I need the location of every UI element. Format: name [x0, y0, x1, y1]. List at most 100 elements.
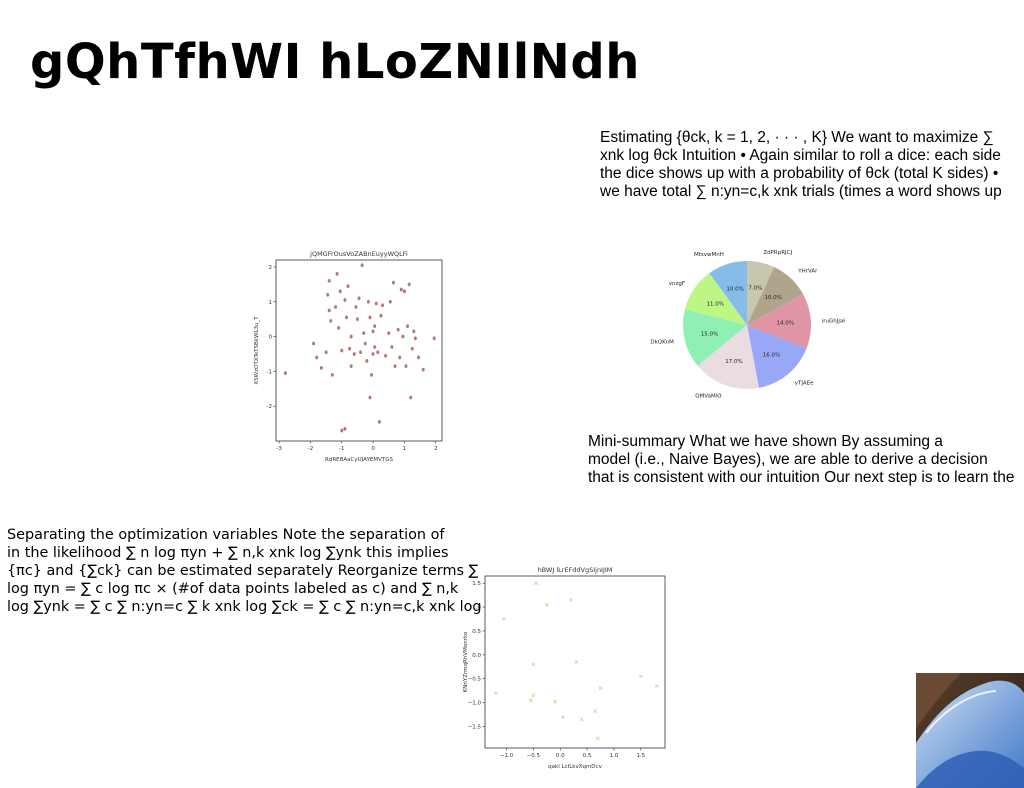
pie-category-label: MtsvwMnH: [694, 252, 724, 258]
data-point: [531, 662, 536, 667]
y-tick-label: 1: [269, 300, 273, 306]
data-point: [579, 717, 584, 722]
data-point: [324, 350, 328, 355]
data-point: [432, 336, 436, 341]
data-point: [413, 336, 417, 341]
y-tick-label: 1.5: [472, 581, 481, 587]
data-point: [363, 341, 367, 346]
data-point: [401, 334, 405, 339]
data-point-stroke: [655, 683, 659, 688]
data-point: [373, 345, 377, 349]
text-line: we have total ∑ n:yn=c,k xnk trials (tim…: [600, 183, 1002, 200]
text-line: model (i.e., Naive Bayes), we are able t…: [588, 451, 988, 468]
data-point: [349, 334, 353, 339]
data-point-stroke: [534, 581, 538, 586]
y-tick-label: 0.0: [472, 653, 481, 659]
data-point: [396, 327, 400, 332]
data-point: [340, 348, 344, 353]
data-point: [544, 602, 549, 607]
data-point-stroke: [528, 698, 533, 703]
pie-category-label: YHrVAr: [797, 268, 818, 274]
pie-value-label: 17.0%: [725, 359, 742, 365]
data-point: [407, 282, 411, 287]
data-point: [312, 341, 316, 346]
scatter-chart-1: jQMGFrOusVoZABnEuyyWQLFi RdREBAaCyUJAYEMV…: [254, 250, 443, 463]
data-point: [371, 352, 375, 356]
data-point-stroke: [569, 597, 573, 602]
pie-category-label: ZdPRpRJCJ: [763, 250, 792, 256]
data-point: [409, 395, 413, 400]
text-line: log πyn = ∑ c log πc × (#of data points …: [7, 581, 459, 597]
data-point: [387, 331, 391, 335]
data-point-stroke: [552, 699, 557, 704]
pie-slice: [697, 325, 759, 389]
data-point: [348, 346, 352, 351]
data-point-stroke: [501, 617, 506, 621]
data-point-stroke: [579, 717, 584, 722]
data-point: [402, 289, 406, 294]
y-tick-label: 1.0: [472, 605, 481, 611]
data-point: [352, 352, 356, 356]
pie-slice: [683, 309, 747, 366]
x-tick-label: 0: [371, 446, 375, 452]
data-point: [334, 305, 338, 309]
text-line: Separating the optimization variables No…: [7, 527, 445, 543]
text-line: log ∑ynk = ∑ c ∑ n:yn=c ∑ k xnk log ∑ck …: [7, 599, 482, 615]
data-point: [410, 346, 414, 351]
pie-value-label: 10.0%: [726, 286, 743, 292]
pie-slice: [747, 267, 804, 325]
y-tick-label: 2: [269, 265, 273, 271]
data-point: [354, 305, 358, 309]
data-point-stroke: [638, 674, 643, 679]
data-point: [329, 319, 333, 323]
data-point: [283, 371, 287, 376]
data-point: [501, 617, 506, 621]
data-point-stroke: [493, 691, 498, 695]
data-point: [319, 366, 323, 370]
pie-category-label: QMVaMiO: [695, 393, 722, 399]
data-point: [327, 278, 331, 283]
data-point: [373, 324, 377, 329]
text-line: Estimating {θck, k = 1, 2, · · · , K} We…: [600, 129, 994, 146]
y-axis-label: KNnYZrmqRhVMonrko: [463, 631, 469, 692]
pie-category-label: iruGhJjaH: [822, 318, 845, 324]
data-point: [574, 660, 579, 664]
text-line: the dice shows up with a probability of …: [600, 165, 999, 182]
data-point-stroke: [531, 662, 536, 667]
data-point: [399, 287, 403, 292]
data-point: [376, 350, 380, 355]
data-point: [335, 272, 339, 276]
data-point: [384, 353, 388, 358]
plot-frame: [484, 575, 666, 749]
page-title: gQhTfhWI hLoZNIlNdh: [30, 34, 640, 90]
data-point: [406, 324, 410, 329]
data-point: [380, 303, 384, 308]
data-point: [327, 308, 331, 313]
data-point: [412, 329, 416, 334]
y-tick-label: 0: [269, 335, 273, 341]
data-point: [370, 372, 374, 377]
data-point-stroke: [595, 736, 600, 741]
data-point: [340, 428, 344, 433]
x-tick-label: 0.5: [583, 753, 592, 759]
text-line: Mini-summary What we have shown By assum…: [588, 433, 943, 450]
data-point-stroke: [531, 693, 536, 698]
data-point: [338, 289, 342, 294]
data-point: [388, 299, 392, 304]
data-point: [638, 674, 643, 679]
data-point-stroke: [598, 686, 603, 691]
data-point: [595, 736, 600, 741]
data-point: [379, 313, 383, 318]
data-point: [357, 296, 361, 301]
pie-value-label: 10.0%: [765, 295, 782, 301]
data-point-stroke: [544, 602, 549, 607]
pie-value-label: 7.0%: [748, 286, 762, 292]
data-point: [531, 693, 536, 698]
x-tick-label: −0.5: [527, 753, 541, 759]
scatter-chart-2: hBWJ lLrEFddVgSIjnIJIM qakl LcILkvXqmDcv K…: [463, 566, 666, 770]
y-tick-label: −1.5: [468, 725, 482, 731]
text-block-estimating: Estimating {θck, k = 1, 2, · · · , K} We…: [600, 129, 1002, 201]
pie-value-label: 16.0%: [763, 353, 780, 359]
data-point: [534, 581, 538, 586]
pie-slice: [685, 273, 747, 325]
